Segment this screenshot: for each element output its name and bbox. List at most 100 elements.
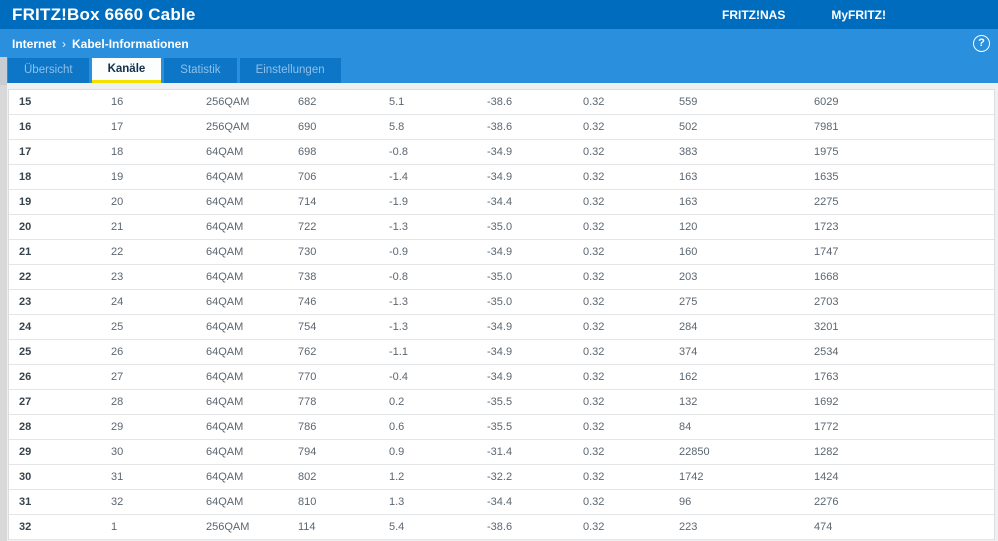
left-scrollbar[interactable] — [0, 57, 7, 541]
fritznas-link[interactable]: FRITZ!NAS — [722, 7, 786, 22]
table-cell: 6029 — [814, 96, 839, 108]
table-cell: 64QAM — [206, 421, 244, 433]
table-cell: 18 — [111, 146, 124, 158]
table-cell: 256QAM — [206, 521, 250, 533]
table-cell: 1424 — [814, 471, 839, 483]
table-cell: 64QAM — [206, 346, 244, 358]
table-cell: 163 — [679, 196, 698, 208]
table-cell: 64QAM — [206, 146, 244, 158]
table-cell: -38.6 — [487, 96, 513, 108]
table-cell: 794 — [298, 446, 317, 458]
table-cell: 1747 — [814, 246, 839, 258]
table-cell: 0.32 — [583, 396, 605, 408]
table-cell: -34.9 — [487, 171, 513, 183]
table-cell: -1.3 — [389, 221, 408, 233]
page-title: FRITZ!Box 6660 Cable — [12, 4, 196, 24]
table-cell: -1.1 — [389, 346, 408, 358]
table-cell: 698 — [298, 146, 317, 158]
channel-table-body: 15 16 256QAM 682 5.1 -38.6 0.32 559 6029 16 17 256Q… — [8, 89, 995, 540]
table-cell: -34.4 — [487, 496, 513, 508]
table-cell: -34.9 — [487, 321, 513, 333]
table-cell: 810 — [298, 496, 317, 508]
table-cell: 18 — [19, 171, 32, 183]
table-row: 21 22 64QAM 730 -0.9 -34.9 0.32 160 1747 — [9, 240, 994, 265]
table-cell: 32 — [19, 521, 32, 533]
table-cell: 1.2 — [389, 471, 405, 483]
breadcrumb-section[interactable]: Internet — [12, 36, 57, 51]
table-cell: 31 — [19, 496, 32, 508]
table-cell: 29 — [111, 421, 124, 433]
table-cell: 0.32 — [583, 96, 605, 108]
table-cell: -35.0 — [487, 271, 513, 283]
table-cell: 502 — [679, 121, 698, 133]
table-cell: 22850 — [679, 446, 710, 458]
table-row: 32 1 256QAM 114 5.4 -38.6 0.32 223 474 — [9, 515, 994, 540]
table-cell: 29 — [19, 446, 32, 458]
table-cell: 30 — [19, 471, 32, 483]
table-cell: 256QAM — [206, 121, 250, 133]
table-row: 30 31 64QAM 802 1.2 -32.2 0.32 1742 1424 — [9, 465, 994, 490]
tab-einstellungen[interactable]: Einstellungen — [239, 58, 341, 83]
table-cell: 0.32 — [583, 171, 605, 183]
table-row: 18 19 64QAM 706 -1.4 -34.9 0.32 163 1635 — [9, 165, 994, 190]
table-row: 25 26 64QAM 762 -1.1 -34.9 0.32 374 2534 — [9, 340, 994, 365]
table-cell: 203 — [679, 271, 698, 283]
table-cell: 682 — [298, 96, 317, 108]
table-cell: 160 — [679, 246, 698, 258]
help-icon[interactable]: ? — [973, 35, 990, 52]
table-row: 28 29 64QAM 786 0.6 -35.5 0.32 84 1772 — [9, 415, 994, 440]
table-cell: 15 — [19, 96, 32, 108]
table-cell: -35.0 — [487, 296, 513, 308]
table-cell: -31.4 — [487, 446, 513, 458]
breadcrumb-page: Kabel-Informationen — [72, 36, 189, 51]
table-cell: 64QAM — [206, 396, 244, 408]
breadcrumb: Internet › Kabel-Informationen — [12, 37, 189, 51]
table-cell: -0.8 — [389, 271, 408, 283]
table-cell: 17 — [19, 146, 32, 158]
table-cell: 0.32 — [583, 271, 605, 283]
table-cell: 1723 — [814, 221, 839, 233]
table-row: 19 20 64QAM 714 -1.9 -34.4 0.32 163 2275 — [9, 190, 994, 215]
table-row: 24 25 64QAM 754 -1.3 -34.9 0.32 284 3201 — [9, 315, 994, 340]
table-cell: 64QAM — [206, 371, 244, 383]
table-cell: 284 — [679, 321, 698, 333]
tab-kanaele[interactable]: Kanäle — [91, 58, 162, 83]
table-cell: 738 — [298, 271, 317, 283]
table-cell: 28 — [111, 396, 124, 408]
table-cell: -34.9 — [487, 371, 513, 383]
table-cell: -34.9 — [487, 246, 513, 258]
tab-uebersicht[interactable]: Übersicht — [8, 58, 89, 83]
table-cell: 690 — [298, 121, 317, 133]
table-cell: 256QAM — [206, 96, 250, 108]
table-row: 22 23 64QAM 738 -0.8 -35.0 0.32 203 1668 — [9, 265, 994, 290]
table-cell: 31 — [111, 471, 124, 483]
table-cell: 786 — [298, 421, 317, 433]
table-cell: 722 — [298, 221, 317, 233]
left-scrollbar-thumb[interactable] — [0, 57, 7, 85]
tab-statistik[interactable]: Statistik — [164, 58, 237, 83]
table-cell: 30 — [111, 446, 124, 458]
table-row: 15 16 256QAM 682 5.1 -38.6 0.32 559 6029 — [9, 90, 994, 115]
table-cell: 754 — [298, 321, 317, 333]
table-cell: 27 — [111, 371, 124, 383]
table-cell: 64QAM — [206, 171, 244, 183]
table-cell: 64QAM — [206, 271, 244, 283]
table-cell: 23 — [111, 271, 124, 283]
table-cell: 64QAM — [206, 221, 244, 233]
table-cell: -1.4 — [389, 171, 408, 183]
table-cell: 730 — [298, 246, 317, 258]
table-cell: 20 — [19, 221, 32, 233]
table-cell: 770 — [298, 371, 317, 383]
table-cell: 28 — [19, 421, 32, 433]
table-cell: 802 — [298, 471, 317, 483]
table-cell: 1772 — [814, 421, 839, 433]
table-row: 20 21 64QAM 722 -1.3 -35.0 0.32 120 1723 — [9, 215, 994, 240]
table-cell: 64QAM — [206, 296, 244, 308]
table-cell: 474 — [814, 521, 833, 533]
table-cell: -34.4 — [487, 196, 513, 208]
table-cell: 163 — [679, 171, 698, 183]
table-cell: 0.32 — [583, 246, 605, 258]
myfritz-link[interactable]: MyFRITZ! — [831, 7, 886, 22]
table-cell: 0.32 — [583, 371, 605, 383]
